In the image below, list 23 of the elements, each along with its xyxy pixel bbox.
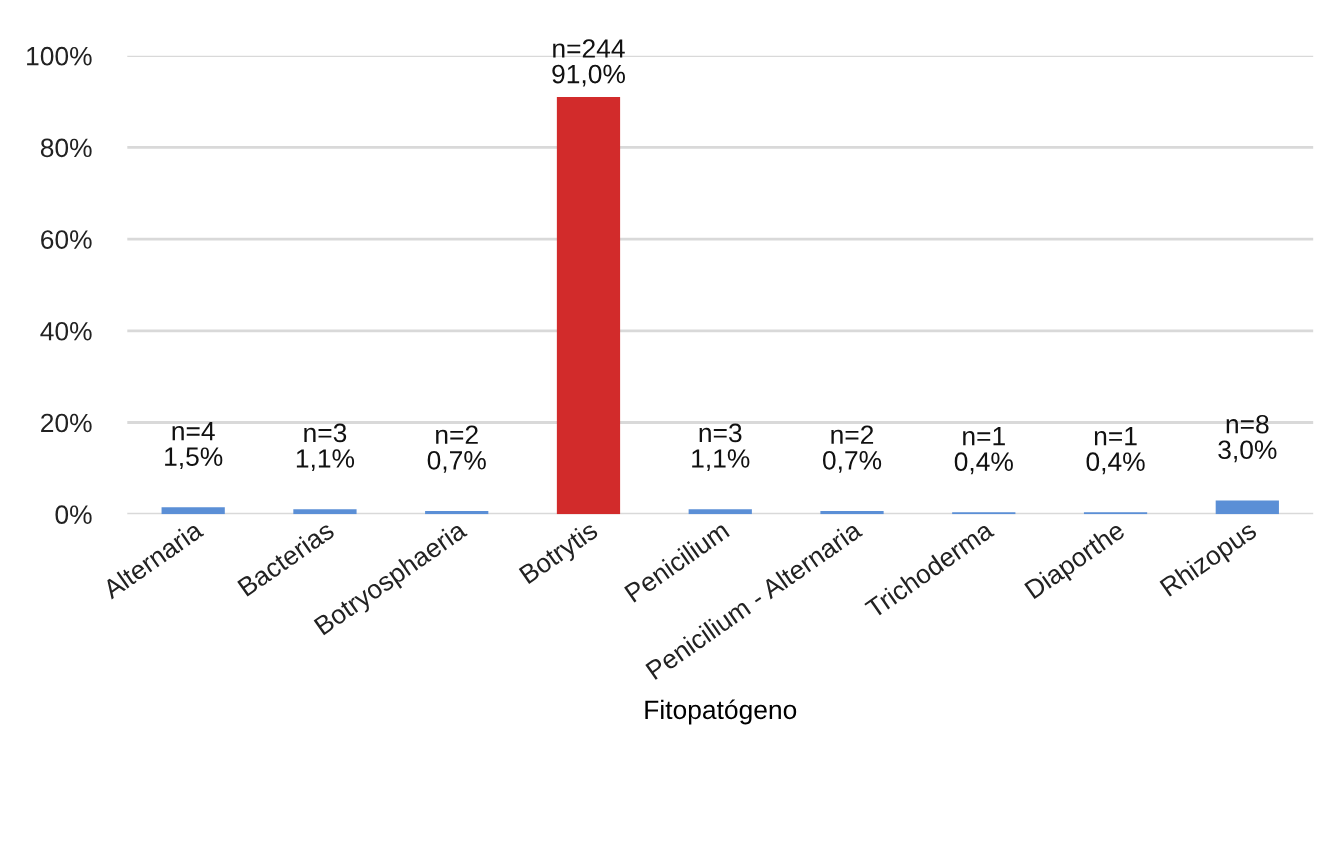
data-label: n=3 1,1%	[296, 423, 355, 471]
data-label: n=2 0,7%	[822, 425, 882, 473]
bar	[425, 510, 489, 515]
bar	[161, 507, 225, 515]
data-label: n=244 91,0%	[552, 39, 625, 87]
data-label: n=1 0,4%	[1086, 427, 1145, 475]
y-tick-label: 80%	[40, 138, 92, 158]
y-tick-label: 0%	[55, 505, 92, 525]
bar	[688, 509, 752, 515]
y-tick-label: 20%	[41, 413, 92, 433]
data-label: n=2 0,7%	[427, 425, 486, 473]
x-axis-title: Fitopatógeno	[645, 699, 797, 725]
y-tick-label: 60%	[41, 230, 92, 249]
data-label: n=4 1,5%	[165, 422, 223, 470]
bar	[556, 96, 621, 515]
bar	[1215, 500, 1279, 515]
data-label: n=3 1,1%	[692, 423, 750, 471]
bar	[293, 509, 357, 515]
y-tick-label: 40%	[40, 321, 92, 341]
data-label: n=8 3,0%	[1218, 414, 1277, 463]
y-tick-label: 100%	[27, 46, 92, 66]
bar	[820, 510, 884, 515]
data-label: n=1 0,4%	[954, 427, 1013, 475]
